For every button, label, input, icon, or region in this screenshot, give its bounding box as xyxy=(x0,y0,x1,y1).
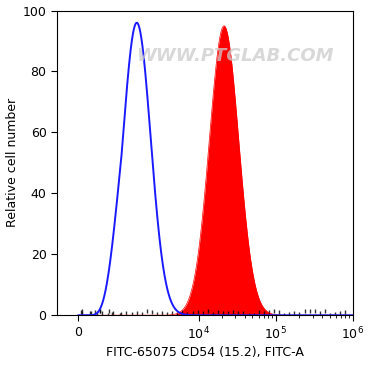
Y-axis label: Relative cell number: Relative cell number xyxy=(6,98,18,227)
Text: WWW.PTGLAB.COM: WWW.PTGLAB.COM xyxy=(136,47,333,65)
X-axis label: FITC-65075 CD54 (15.2), FITC-A: FITC-65075 CD54 (15.2), FITC-A xyxy=(106,346,304,360)
